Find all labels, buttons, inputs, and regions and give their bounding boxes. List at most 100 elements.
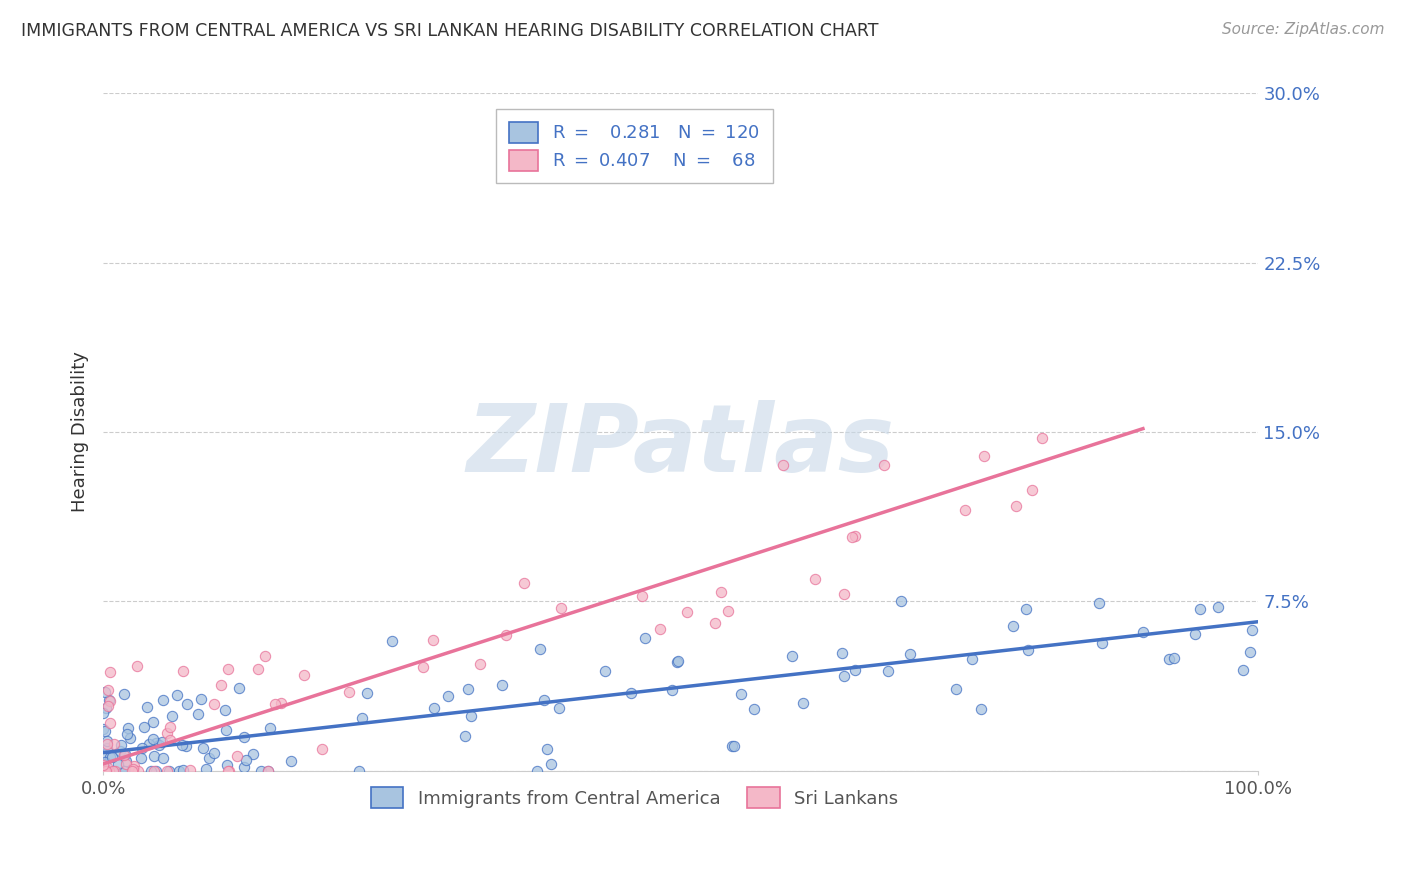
Point (94, 723, 117, 738)
Point (142, 732, 165, 747)
Point (661, 683, 683, 698)
Point (257, 764, 280, 778)
Point (710, 584, 733, 599)
Point (131, 740, 153, 755)
Point (114, 747, 136, 761)
Point (217, 662, 239, 676)
Point (191, 740, 214, 755)
Point (772, 458, 794, 472)
Point (186, 706, 208, 721)
Point (98, 715, 121, 730)
Point (152, 693, 174, 707)
Point (259, 721, 281, 735)
Point (132, 720, 155, 734)
Point (804, 572, 827, 586)
Point (536, 742, 558, 756)
Point (495, 628, 517, 642)
Point (356, 686, 378, 700)
Point (127, 764, 149, 778)
Point (114, 756, 136, 771)
Point (112, 764, 135, 778)
Point (97, 699, 120, 714)
Point (235, 753, 257, 767)
Point (139, 764, 162, 778)
Point (831, 646, 853, 660)
Point (98, 764, 121, 778)
Point (97, 693, 120, 707)
Point (973, 449, 995, 463)
Point (150, 735, 173, 749)
Point (1157, 652, 1180, 666)
Point (197, 751, 219, 765)
Point (93, 764, 115, 778)
Point (782, 648, 804, 663)
Point (101, 749, 124, 764)
Point (94, 764, 117, 778)
Point (93, 764, 115, 778)
Point (96, 737, 118, 751)
Point (945, 681, 967, 696)
Point (1188, 601, 1211, 615)
Point (96, 764, 118, 778)
Point (148, 738, 170, 752)
Y-axis label: Hearing Disability: Hearing Disability (72, 351, 89, 513)
Point (93, 758, 115, 772)
Point (1002, 619, 1025, 633)
Point (412, 660, 434, 674)
Point (112, 747, 135, 762)
Point (246, 662, 269, 676)
Point (138, 737, 160, 751)
Point (1184, 627, 1206, 641)
Point (114, 754, 136, 768)
Point (730, 687, 752, 701)
Point (98, 665, 121, 679)
Point (93, 764, 115, 778)
Point (717, 604, 740, 618)
Point (202, 697, 225, 711)
Point (437, 689, 460, 703)
Point (513, 576, 536, 591)
Point (112, 687, 135, 701)
Point (114, 764, 136, 778)
Point (721, 739, 744, 753)
Point (676, 606, 699, 620)
Point (533, 693, 555, 707)
Point (104, 764, 127, 778)
Point (704, 616, 727, 631)
Point (844, 529, 866, 543)
Point (263, 697, 285, 711)
Point (1005, 500, 1028, 514)
Point (156, 764, 179, 778)
Point (127, 658, 149, 673)
Point (94, 685, 117, 699)
Point (91, 706, 114, 721)
Point (108, 744, 131, 758)
Point (1240, 623, 1263, 637)
Point (350, 711, 373, 725)
Point (172, 763, 194, 777)
Point (253, 648, 276, 663)
Point (648, 622, 671, 636)
Point (195, 762, 218, 776)
Point (250, 764, 273, 778)
Text: IMMIGRANTS FROM CENTRAL AMERICA VS SRI LANKAN HEARING DISABILITY CORRELATION CHA: IMMIGRANTS FROM CENTRAL AMERICA VS SRI L… (21, 22, 879, 40)
Legend: Immigrants from Central America, Sri Lankans: Immigrants from Central America, Sri Lan… (356, 772, 912, 822)
Point (142, 714, 165, 729)
Point (91, 722, 114, 736)
Point (215, 757, 238, 772)
Point (142, 748, 165, 763)
Point (1087, 596, 1109, 610)
Point (98, 694, 121, 708)
Point (233, 760, 256, 774)
Point (96, 741, 118, 756)
Point (898, 647, 921, 661)
Point (93, 761, 115, 775)
Point (103, 737, 125, 751)
Point (423, 701, 446, 715)
Point (666, 655, 689, 669)
Point (422, 633, 444, 648)
Point (550, 601, 572, 615)
Point (1239, 645, 1261, 659)
Point (166, 688, 188, 702)
Point (540, 756, 562, 771)
